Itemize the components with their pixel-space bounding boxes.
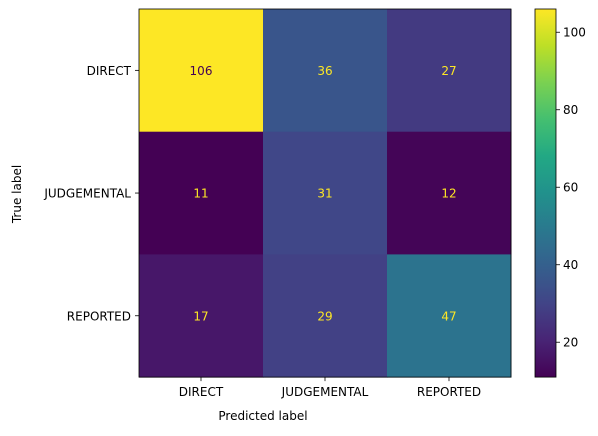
x-tick-label: JUDGEMENTAL [281, 385, 369, 399]
cell-value-labels: 106 36 27 11 31 12 17 29 47 [190, 64, 457, 323]
cell-value-label: 27 [441, 64, 456, 78]
cell-value-label: 17 [193, 309, 208, 323]
x-axis-ticks: DIRECT JUDGEMENTAL REPORTED [179, 377, 481, 399]
colorbar-gradient [534, 8, 557, 378]
y-tick-label: REPORTED [67, 309, 131, 323]
colorbar-tick-label: 100 [563, 26, 586, 40]
y-axis-ticks: DIRECT JUDGEMENTAL REPORTED [43, 64, 139, 323]
colorbar-tick-label: 60 [563, 181, 578, 195]
heatmap-cell [387, 254, 512, 378]
colorbar-tick-label: 20 [563, 336, 578, 350]
heatmap-cell [263, 131, 388, 255]
y-tick-label: DIRECT [87, 64, 132, 78]
colorbar-tick-label: 40 [563, 258, 578, 272]
cell-value-label: 106 [190, 64, 213, 78]
heatmap-cell [387, 131, 512, 255]
cell-value-label: 31 [317, 187, 332, 201]
heatmap-cell [139, 9, 264, 133]
heatmap-cells [139, 9, 512, 378]
cell-value-label: 47 [441, 309, 456, 323]
colorbar: 20 40 60 80 100 [534, 8, 586, 378]
cell-value-label: 29 [317, 309, 332, 323]
cell-value-label: 11 [193, 187, 208, 201]
y-axis-label: True label [10, 165, 24, 224]
heatmap-cell [139, 254, 264, 378]
heatmap-cell [387, 9, 512, 133]
cell-value-label: 36 [317, 64, 332, 78]
x-axis-label: Predicted label [218, 409, 307, 423]
heatmap-cell [263, 254, 388, 378]
heatmap-cell [263, 9, 388, 133]
y-tick-label: JUDGEMENTAL [43, 187, 131, 201]
cell-value-label: 12 [441, 187, 456, 201]
colorbar-tick-label: 80 [563, 103, 578, 117]
x-tick-label: REPORTED [417, 385, 481, 399]
x-tick-label: DIRECT [179, 385, 224, 399]
heatmap-cell [139, 131, 264, 255]
